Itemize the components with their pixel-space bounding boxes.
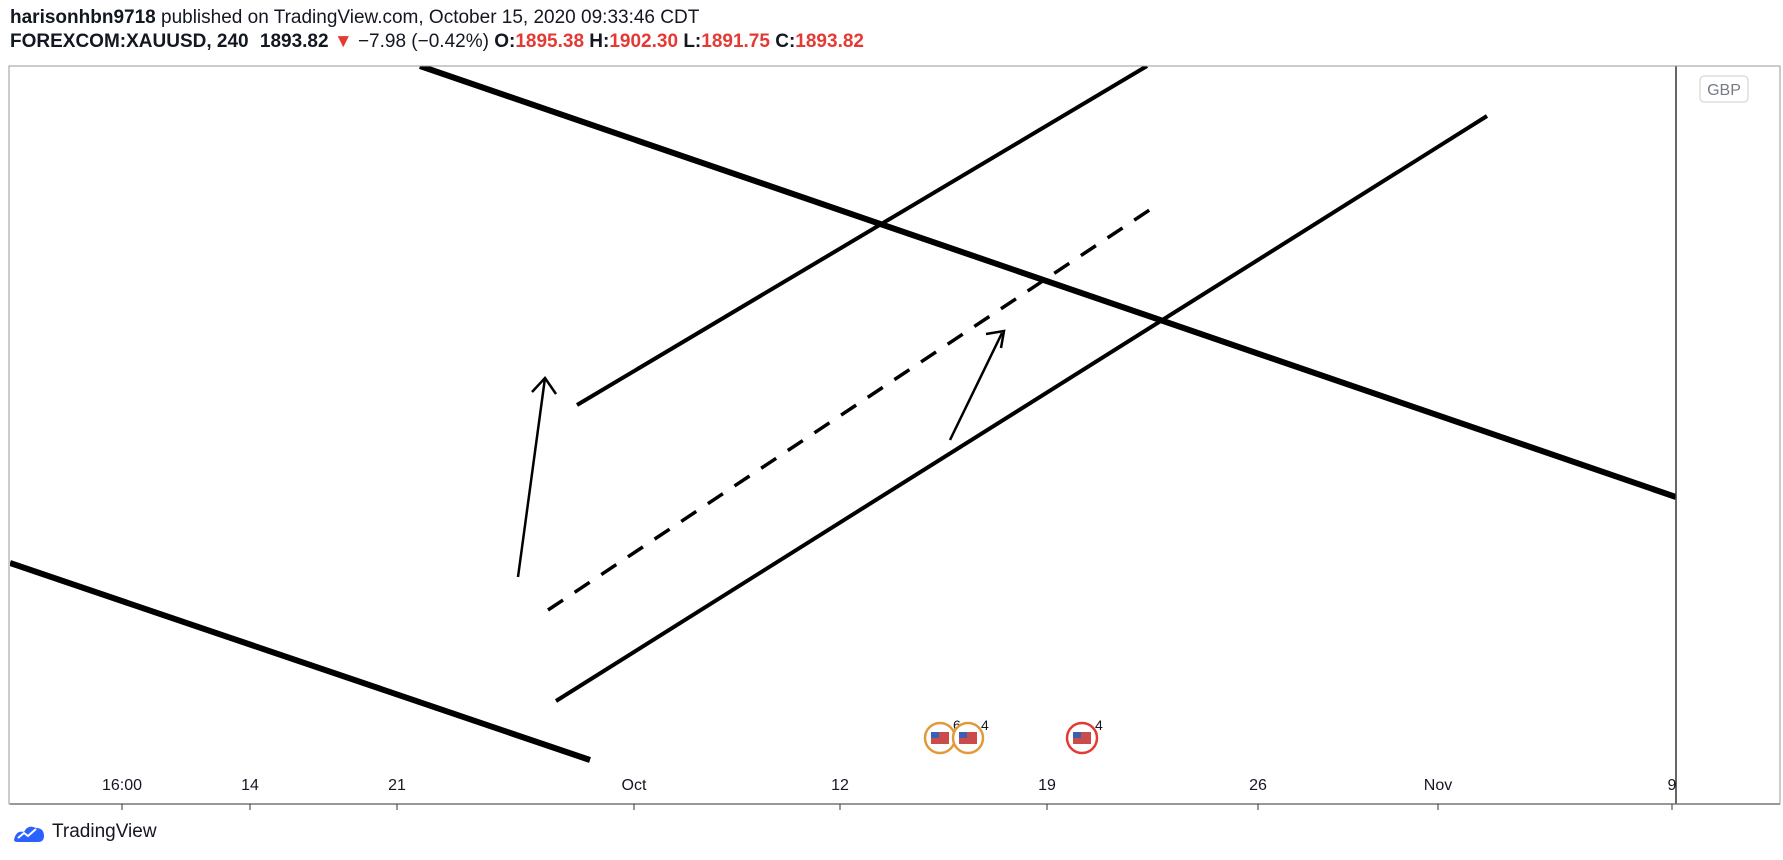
author-name[interactable]: harisonhbn9718: [10, 7, 156, 28]
publish-line: harisonhbn9718 published on TradingView.…: [10, 6, 1770, 30]
tradingview-footer[interactable]: TradingView: [12, 820, 157, 844]
time-tick-label: 26: [1249, 777, 1267, 794]
open-label: O:: [494, 31, 516, 52]
close-value: 1893.82: [795, 31, 864, 52]
currency-badge[interactable]: GBP: [1699, 75, 1749, 103]
published-text: published on TradingView.com, October 15…: [161, 7, 700, 28]
time-tick-label: 21: [388, 777, 406, 794]
projection-arrow-line[interactable]: [948, 332, 1004, 441]
footer-brand: TradingView: [52, 821, 157, 842]
economic-event-icon[interactable]: 4: [951, 717, 989, 755]
time-tick-label: 19: [1038, 777, 1056, 794]
time-tick-label: Nov: [1424, 777, 1452, 794]
change-value: −7.98 (−0.42%): [357, 31, 489, 52]
close-label: C:: [775, 31, 796, 52]
flag-canton-icon: [1073, 732, 1081, 738]
flag-canton-icon: [959, 732, 967, 738]
projection-arrowhead-icon: [531, 376, 558, 395]
time-tick-label: 16:00: [102, 777, 142, 794]
open-value: 1895.38: [515, 31, 585, 52]
ascending-channel-upper-line[interactable]: [575, 66, 1149, 407]
time-tick-label: 12: [831, 777, 849, 794]
last-price: 1893.82: [259, 31, 329, 52]
chart-header: harisonhbn9718 published on TradingView.…: [10, 6, 1770, 54]
tradingview-logo-icon: [14, 826, 44, 842]
symbol-label: FOREXCOM:XAUUSD, 240: [10, 31, 249, 52]
low-value: 1891.75: [701, 31, 770, 52]
economic-event-icon[interactable]: 4: [1065, 717, 1103, 755]
time-tick-label: 9: [1668, 777, 1677, 794]
flag-canton-icon: [931, 732, 939, 738]
event-count-label: 4: [981, 717, 989, 733]
currency-label: GBP: [1707, 82, 1741, 99]
ohlc-line: FOREXCOM:XAUUSD, 240 1893.82 ▼ −7.98 (−0…: [10, 30, 1770, 54]
time-tick-label: 14: [241, 777, 259, 794]
high-label: H:: [589, 31, 610, 52]
projection-arrowhead-icon: [985, 329, 1006, 349]
currency-badge-box: [1699, 75, 1749, 103]
low-label: L:: [683, 31, 702, 52]
ascending-channel-lower-line[interactable]: [554, 114, 1489, 703]
time-tick-label: Oct: [622, 777, 647, 794]
down-arrow-icon: ▼: [333, 31, 353, 52]
ascending-channel-mid-line[interactable]: [547, 201, 1161, 612]
descending-trend-line-lower[interactable]: [10, 560, 591, 763]
chart-frame: [8, 65, 1781, 805]
projection-arrow-line[interactable]: [516, 377, 547, 578]
event-count-label: 6: [953, 717, 961, 733]
high-value: 1902.30: [609, 31, 679, 52]
descending-trend-line-upper[interactable]: [419, 66, 1676, 500]
event-count-label: 4: [1095, 717, 1103, 733]
